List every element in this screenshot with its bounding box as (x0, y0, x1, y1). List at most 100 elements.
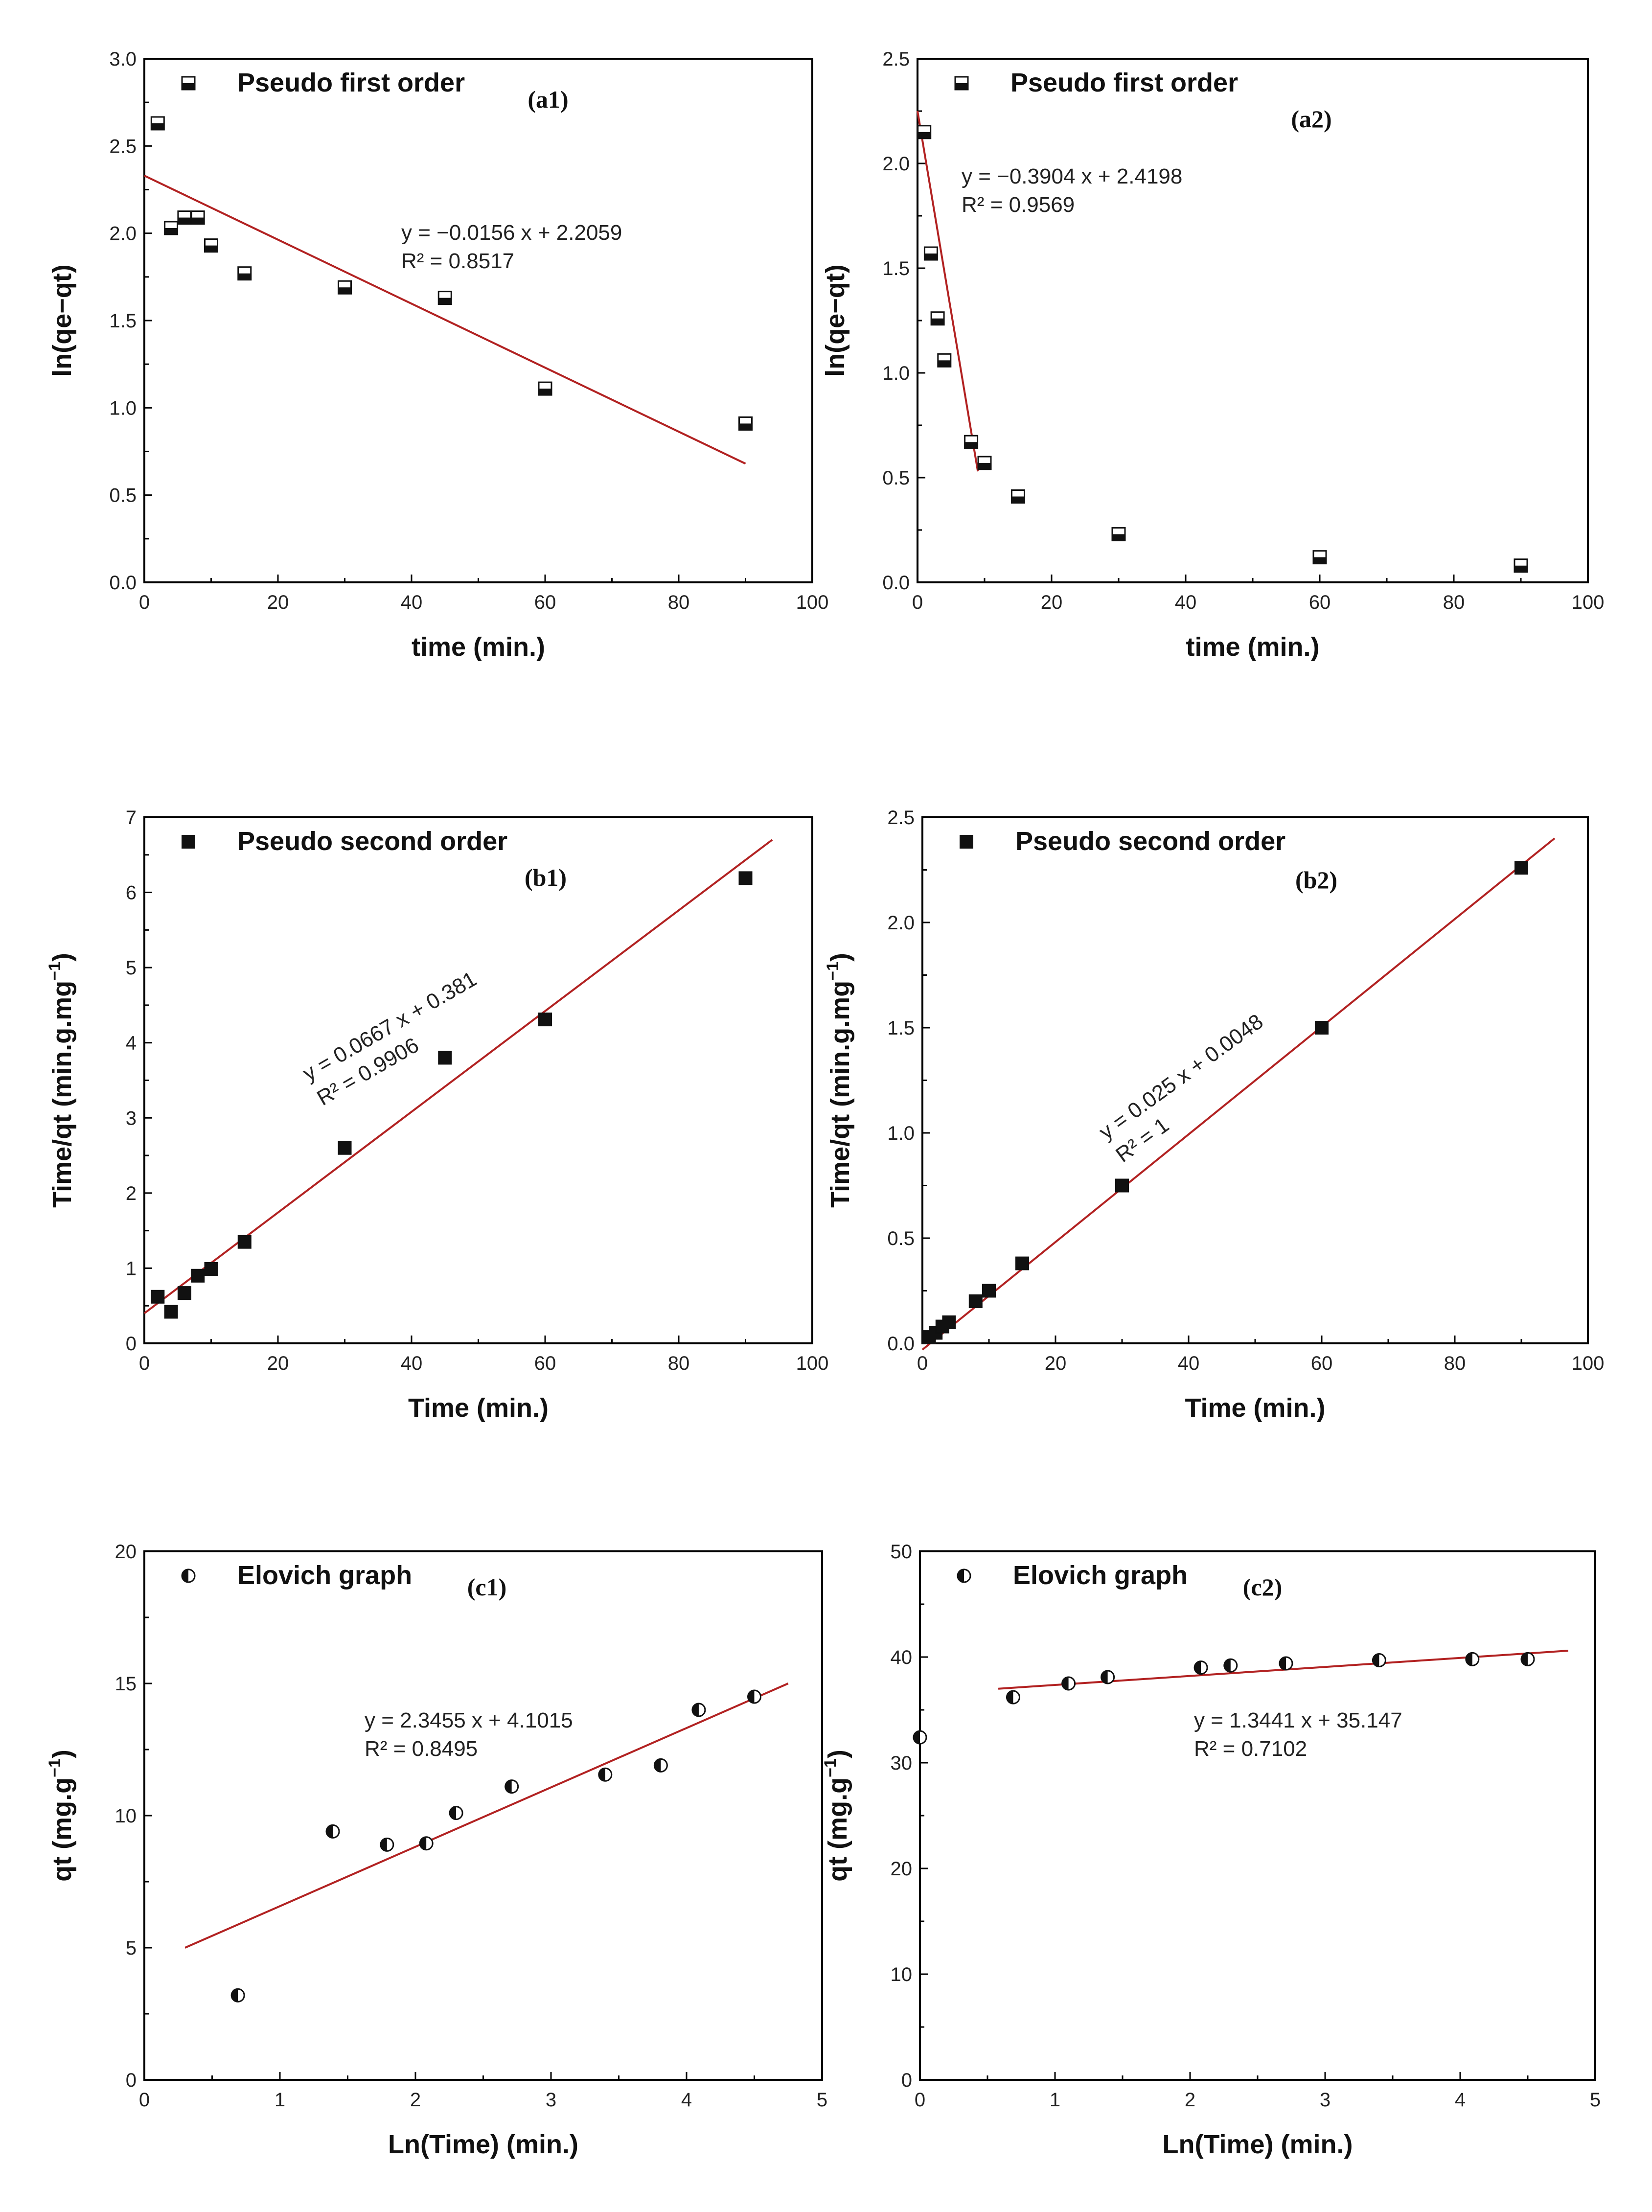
chart-a2-xtick-label: 20 (1041, 592, 1063, 613)
chart-b2-xtick-label: 0 (917, 1353, 928, 1374)
chart-a1-xtick-label: 0 (139, 592, 150, 613)
chart-c1-point (653, 1758, 668, 1773)
chart-a2-point (1312, 550, 1327, 565)
chart-c1-xlabel: Ln(Time) (min.) (388, 2130, 578, 2159)
chart-c1-legend-marker (181, 1568, 196, 1583)
chart-a2-point-fill (1514, 565, 1527, 572)
chart-c2-point-fill (1224, 1659, 1231, 1672)
chart-a2-point (964, 435, 979, 449)
chart-a2-legend-marker-fill (955, 83, 968, 90)
chart-b1-fit-line (143, 839, 773, 1314)
chart-c1-xtick-label: 0 (139, 2089, 150, 2111)
chart-c1-point-fill (598, 1768, 605, 1781)
chart-b2-point (942, 1315, 956, 1329)
chart-a2-fit-line (917, 111, 979, 472)
chart-b2-ytick-label: 2.0 (887, 912, 915, 934)
chart-b2-point (968, 1294, 983, 1308)
chart-c1-xtick-label: 3 (546, 2089, 556, 2111)
chart-c1-ytick-label: 5 (126, 1937, 137, 1959)
chart-a1-equation: y = −0.0156 x + 2.2059 (401, 221, 622, 245)
chart-b1-xtick-label: 20 (267, 1353, 289, 1374)
chart-b2-point (1514, 861, 1528, 875)
chart-c1-point-fill (420, 1837, 427, 1850)
chart-a1: 0 20 40 60 80 100 0.0 0.5 1.0 1.5 2.0 2.5 3.0 time (m… (47, 48, 828, 662)
chart-a1-frame (143, 58, 813, 583)
chart-a1-ytick-label: 2.5 (109, 136, 137, 157)
chart-b1: 0 20 40 60 80 100 0 1 2 3 4 5 6 7 Time (min.) Time/qt (… (46, 807, 828, 1423)
chart-c2-point (1520, 1652, 1535, 1666)
chart-a2-point (930, 311, 945, 326)
chart-b1-legend-marker (182, 835, 195, 849)
chart-c1-point-fill (326, 1825, 333, 1838)
chart-b1-frame (143, 816, 813, 1344)
chart-a2-xtick-label: 100 (1572, 592, 1605, 613)
chart-a1-point (738, 416, 753, 431)
chart-a2-point-fill (978, 463, 991, 470)
chart-c2-point (1101, 1670, 1115, 1684)
chart-c2-ytick-label: 20 (891, 1858, 913, 1880)
chart-b1-point (204, 1262, 218, 1276)
chart-c2-point (1465, 1652, 1480, 1666)
chart-c2-xtick-label: 1 (1050, 2089, 1060, 2111)
chart-c1-ylabel-sup: −1 (46, 1758, 64, 1777)
chart-c2-panel-label: (c2) (1243, 1573, 1283, 1601)
chart-a1-point (538, 381, 552, 396)
chart-b1-ytick-label: 5 (126, 957, 137, 979)
chart-a2-point-fill (938, 360, 951, 367)
chart-c2-ylabel-sup: −1 (821, 1758, 840, 1777)
chart-a2-point-fill (1112, 534, 1125, 541)
chart-b1-ytick-label: 2 (126, 1183, 137, 1204)
chart-c1-ytick-label: 15 (115, 1673, 137, 1695)
chart-b1-panel-label: (b1) (525, 864, 567, 891)
chart-b1-xtick-label: 40 (401, 1353, 423, 1374)
chart-a1-point-fill (338, 287, 351, 294)
chart-b2-xtick-label: 100 (1572, 1353, 1605, 1374)
chart-c1-point (230, 1988, 245, 2003)
chart-b1-ylabel: Time/qt (min.g.mg−1) (46, 953, 77, 1208)
chart-c1-point (419, 1836, 434, 1851)
chart-c2-point (913, 1730, 927, 1745)
chart-a2-legend-text: Pseudo first order (1010, 68, 1238, 97)
chart-c1-point-fill (380, 1838, 387, 1851)
chart-a2-equation: y = −0.3904 x + 2.4198 (962, 164, 1182, 188)
chart-c2-ytick-label: 0 (901, 2070, 912, 2091)
chart-c2-legend-marker (957, 1568, 971, 1583)
chart-b1-ytick-label: 7 (126, 807, 137, 829)
chart-a1-xtick-label: 100 (796, 592, 829, 613)
chart-c1-fit-line (184, 1682, 789, 1949)
chart-c1-point (505, 1779, 519, 1794)
chart-c1-r2: R² = 0.8495 (365, 1737, 478, 1761)
chart-c2-point-fill (1194, 1661, 1201, 1674)
chart-a2-point (1111, 527, 1126, 542)
chart-b1-point (237, 1235, 252, 1249)
chart-c1-equation: y = 2.3455 x + 4.1015 (365, 1708, 573, 1732)
chart-a2-frame (917, 58, 1589, 583)
chart-c2-legend-marker-fill (958, 1569, 964, 1582)
chart-c2-ytick-label: 30 (891, 1752, 913, 1774)
chart-a1-legend-text: Pseudo first order (237, 68, 465, 97)
chart-a1-ytick-label: 3.0 (109, 48, 137, 70)
chart-a1-ytick-label: 1.5 (109, 310, 137, 332)
chart-c2-ytick-label: 10 (891, 1964, 913, 1985)
chart-a1-point (190, 210, 205, 225)
chart-b1-point (438, 1051, 452, 1065)
chart-b2-point (1315, 1021, 1329, 1035)
chart-c1-panel-label: (c1) (467, 1573, 507, 1601)
chart-a1-ytick-label: 0.0 (109, 572, 137, 594)
chart-b1-point (538, 1013, 552, 1027)
chart-a2-point (917, 125, 932, 139)
chart-c2-point-fill (914, 1731, 920, 1744)
chart-c1-point (380, 1837, 394, 1852)
chart-c1-point (449, 1806, 463, 1820)
chart-a2-point-fill (924, 253, 938, 260)
chart-b1-ytick-label: 4 (126, 1033, 137, 1054)
chart-a1-point-fill (539, 389, 551, 395)
chart-c2-point (1223, 1658, 1238, 1673)
chart-a1-r2: R² = 0.8517 (401, 249, 514, 273)
chart-a2-xtick-label: 40 (1175, 592, 1197, 613)
chart-b2-ylabel-sup: −1 (824, 962, 842, 981)
chart-c1-point (691, 1703, 706, 1717)
chart-a1-point-fill (205, 245, 218, 252)
chart-a1-ylabel: ln(qe−qt) (47, 264, 77, 376)
